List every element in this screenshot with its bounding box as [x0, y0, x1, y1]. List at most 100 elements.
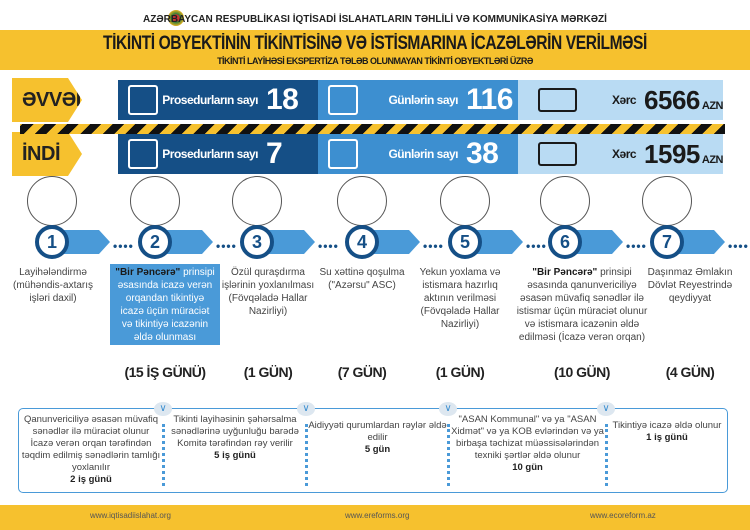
title-band — [0, 30, 750, 70]
step-number: 6 — [548, 225, 582, 259]
days-label: Günlərin sayı — [388, 147, 458, 161]
cost-label: Xərc — [612, 147, 637, 161]
step-duration: (4 GÜN) — [665, 364, 715, 380]
step-text: Yekun yoxlama və istismara hazırlıq aktı… — [419, 267, 501, 330]
step-description: "Bir Pəncərə" prinsipi əsasında icazə ve… — [115, 266, 215, 344]
row-label: ƏVVƏL — [12, 78, 82, 122]
step-duration: (1 GÜN) — [435, 364, 485, 380]
step-text: Su xəttinə qoşulma ("Azərsu" ASC) — [319, 267, 405, 291]
checklist-icon — [128, 85, 158, 115]
hazard-stripe-divider — [20, 124, 725, 134]
dots-connector: •••• — [113, 239, 134, 253]
step-illustration-icon — [232, 176, 282, 226]
cost-value: 6566 — [644, 84, 700, 115]
days-box: Günlərin sayı 116 — [318, 80, 518, 120]
step-text: prinsipi əsasında icazə verən orqandan t… — [117, 267, 215, 343]
step-illustration-icon — [27, 176, 77, 226]
step-description: Yekun yoxlama və istismara hazırlıq aktı… — [410, 266, 510, 331]
dots-connector: •••• — [318, 239, 339, 253]
step-duration: (7 GÜN) — [337, 364, 387, 380]
step-description: "Bir Pəncərə" prinsipi əsasında qanunver… — [515, 266, 650, 344]
dotted-divider — [162, 424, 165, 486]
days-label: Günlərin sayı — [388, 93, 458, 107]
dots-connector: •••• — [728, 239, 749, 253]
cost-box: Xərc 6566 AZN — [518, 80, 724, 120]
dotted-divider — [447, 424, 450, 486]
substep: Tikinti layihəsinin şəhərsalma sənədləri… — [165, 414, 305, 462]
calendar-icon — [328, 139, 358, 169]
highlight-box — [110, 264, 220, 345]
currency: AZN — [701, 154, 724, 166]
substep: Aidiyyəti qurumlardan rəylər əldə edilir… — [308, 420, 447, 456]
substep: Tikintiyə icazə əldə olunur 1 iş günü — [608, 420, 726, 444]
step-text: Özül quraşdırma işlərinin yoxlanılması (… — [221, 267, 315, 317]
step-illustration-icon — [130, 176, 180, 226]
organization-name: AZƏRBAYCAN RESPUBLİKASI İQTİSADİ İSLAHAT… — [143, 14, 607, 25]
days-count: 116 — [466, 83, 513, 116]
step-duration: (10 GÜN) — [554, 364, 610, 380]
substep: "ASAN Kommunal" və ya "ASAN Xidmət" və y… — [450, 414, 605, 474]
chevron-down-icon: ∨ — [297, 402, 315, 416]
substep-time: 5 gün — [364, 444, 391, 455]
step-duration: (15 İŞ GÜNÜ) — [124, 364, 206, 380]
step-number: 2 — [138, 225, 172, 259]
procedures-label: Prosedurların sayı — [162, 147, 258, 161]
dots-connector: •••• — [423, 239, 444, 253]
step-illustration-icon — [440, 176, 490, 226]
step-description: Özül quraşdırma işlərinin yoxlanılması (… — [218, 266, 318, 318]
footer-link[interactable]: www.ereforms.org — [345, 511, 410, 520]
footer-link[interactable]: www.iqtisadiislahat.org — [90, 511, 171, 520]
step-number: 4 — [345, 225, 379, 259]
procedures-label: Prosedurların sayı — [162, 93, 258, 107]
dotted-divider — [605, 424, 608, 486]
step-number: 1 — [35, 225, 69, 259]
cost-box: Xərc 1595 AZN — [518, 134, 724, 174]
cost-value: 1595 — [644, 138, 700, 169]
step-bold-text: "Bir Pəncərə" — [115, 267, 181, 278]
days-box: Günlərin sayı 38 — [318, 134, 518, 174]
step-number: 5 — [448, 225, 482, 259]
dots-connector: •••• — [216, 239, 237, 253]
step-number: 3 — [240, 225, 274, 259]
dots-connector: •••• — [626, 239, 647, 253]
page-subtitle: TİKİNTİ LAYİHƏSİ EKSPERTİZA TƏLƏB OLUNMA… — [217, 56, 533, 66]
substep-time: 5 iş günü — [214, 450, 256, 461]
footer-link[interactable]: www.ecoreform.az — [590, 511, 656, 520]
checklist-icon — [128, 139, 158, 169]
step-number: 7 — [650, 225, 684, 259]
chevron-down-icon: ∨ — [154, 402, 172, 416]
step-illustration-icon — [642, 176, 692, 226]
step-description: Daşınmaz Əmlakın Dövlət Reyestrində qeyd… — [640, 266, 740, 305]
step-bold-text: "Bir Pəncərə" — [532, 267, 598, 278]
procedures-box: Prosedurların sayı 18 — [118, 80, 318, 120]
substep-text: "ASAN Kommunal" və ya "ASAN Xidmət" və y… — [451, 414, 604, 461]
row-label: İNDİ — [12, 132, 82, 176]
substep-text: Aidiyyəti qurumlardan rəylər əldə edilir — [308, 420, 447, 443]
substep-text: Qanunvericiliyə əsasən müvafiq sənədlər … — [21, 414, 161, 473]
step-description: Layihələndirmə (mühəndis-axtarış işləri … — [3, 266, 103, 305]
days-count: 38 — [466, 137, 499, 170]
dotted-divider — [305, 424, 308, 486]
step-description: Su xəttinə qoşulma ("Azərsu" ASC) — [312, 266, 412, 292]
currency: AZN — [701, 100, 724, 112]
substep-time: 10 gün — [512, 462, 543, 473]
step-duration: (1 GÜN) — [243, 364, 293, 380]
page-title: TİKİNTİ OBYEKTİNİN TİKİNTİSİNƏ VƏ İSTİSM… — [103, 33, 647, 54]
calendar-icon — [328, 85, 358, 115]
substep-text: Tikintiyə icazə əldə olunur — [612, 420, 722, 431]
substep-time: 2 iş günü — [70, 474, 112, 485]
substep-text: Tikinti layihəsinin şəhərsalma sənədləri… — [171, 414, 299, 449]
state-emblem-logo — [168, 10, 184, 26]
step-text: Layihələndirmə (mühəndis-axtarış işləri … — [12, 267, 94, 304]
substep-time: 1 iş günü — [646, 432, 688, 443]
procedures-count: 18 — [266, 83, 299, 116]
procedures-box: Prosedurların sayı 7 — [118, 134, 318, 174]
footer-band — [0, 505, 750, 530]
money-icon — [538, 142, 578, 166]
chevron-down-icon: ∨ — [439, 402, 457, 416]
substeps-panel — [18, 408, 728, 493]
chevron-down-icon: ∨ — [597, 402, 615, 416]
substep: Qanunvericiliyə əsasən müvafiq sənədlər … — [20, 414, 162, 486]
dots-connector: •••• — [526, 239, 547, 253]
step-text: Daşınmaz Əmlakın Dövlət Reyestrində qeyd… — [647, 267, 733, 304]
